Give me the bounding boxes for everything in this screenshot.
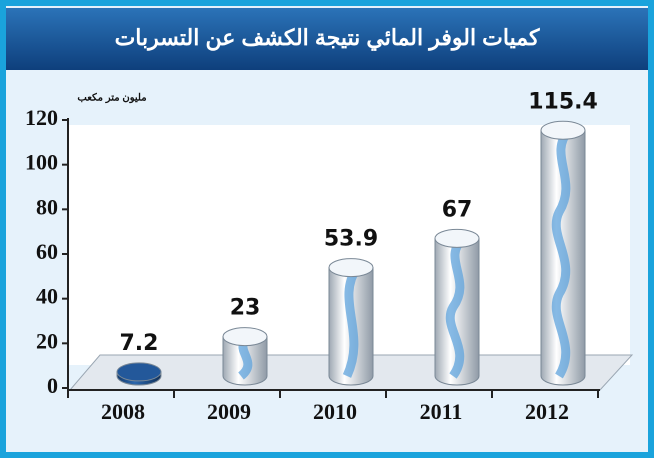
x-tick-label: 2008: [101, 399, 145, 424]
x-tick-label: 2011: [420, 399, 463, 424]
y-tick-label: 0: [47, 373, 58, 398]
value-label: 23: [230, 296, 261, 321]
x-tick-label: 2012: [525, 399, 569, 424]
y-tick-label: 80: [36, 194, 58, 219]
x-tick-label: 2010: [313, 399, 357, 424]
bar: [328, 258, 374, 386]
y-tick-label: 20: [36, 328, 58, 353]
value-label: 115.4: [528, 89, 598, 114]
title-banner: [6, 8, 648, 70]
y-tick-label: 60: [36, 239, 58, 264]
value-label: 53.9: [324, 227, 378, 252]
bar: [540, 120, 586, 386]
y-axis-label: مليون متر مكعب: [77, 93, 146, 104]
value-label: 7.2: [120, 331, 159, 356]
y-tick-label: 40: [36, 284, 58, 309]
y-tick-label: 100: [25, 150, 58, 175]
value-label: 67: [442, 197, 473, 222]
chart-title: كميات الوفر المائي نتيجة الكشف عن التسرب…: [115, 25, 540, 51]
bar: [434, 228, 480, 386]
y-tick-label: 120: [25, 105, 58, 130]
bar: [116, 362, 162, 386]
x-tick-label: 2009: [207, 399, 251, 424]
bar: [222, 327, 268, 386]
